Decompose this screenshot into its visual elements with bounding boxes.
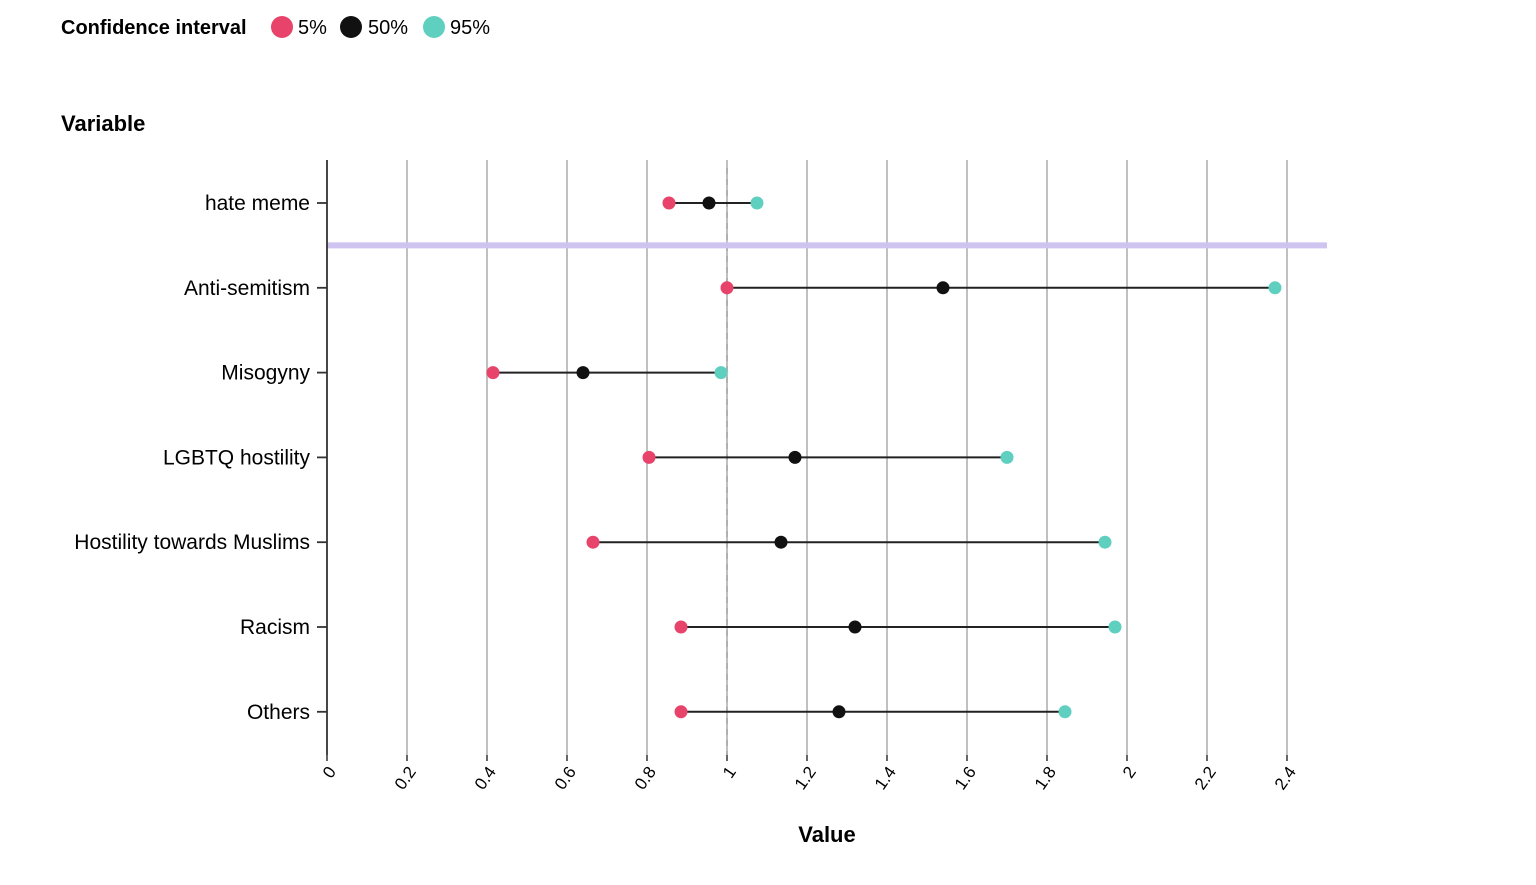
x-tick-label: 2.4 [1271, 763, 1300, 793]
category-label: Hostility towards Muslims [74, 531, 310, 554]
x-tick-label: 1.6 [951, 763, 980, 793]
point-5pct [662, 196, 676, 210]
x-axis-title: Value [798, 822, 855, 847]
point-95pct [1098, 535, 1112, 549]
category-label: Others [247, 701, 310, 724]
point-50pct [832, 705, 846, 719]
point-5pct [642, 450, 656, 464]
x-tick-label: 2.2 [1191, 763, 1220, 793]
x-tick-label: 1.8 [1031, 763, 1060, 793]
point-5pct [720, 281, 734, 295]
x-tick-label: 0 [319, 763, 340, 782]
intervals [493, 202, 1275, 713]
legend-swatch-5 [271, 16, 293, 38]
legend: Confidence interval 5% 50% 95% [61, 16, 490, 39]
x-tick-label: 1.2 [791, 763, 820, 793]
point-50pct [576, 366, 590, 380]
point-95pct [750, 196, 764, 210]
point-95pct [1000, 450, 1014, 464]
x-tick-label: 2 [1119, 763, 1140, 782]
category-label: LGBTQ hostility [163, 446, 311, 469]
y-axis-title: Variable [61, 111, 145, 136]
point-5pct [674, 705, 688, 719]
category-label: Misogyny [221, 362, 310, 385]
x-axis: 0 0.2 0.4 0.6 0.8 1 1.2 1.4 1.6 1.8 2 2.2 2.4 [319, 755, 1300, 793]
legend-swatch-50 [340, 16, 362, 38]
legend-swatch-95 [423, 16, 445, 38]
points [486, 196, 1282, 719]
x-tick-label: 0.8 [631, 763, 660, 793]
point-50pct [788, 450, 802, 464]
legend-label-5: 5% [298, 17, 327, 39]
legend-label-95: 95% [450, 17, 490, 39]
point-50pct [774, 535, 788, 549]
point-5pct [674, 620, 688, 634]
x-tick-label: 0.4 [471, 763, 500, 793]
y-axis: hate meme Anti-semitism Misogyny LGBTQ host… [74, 160, 328, 755]
legend-label-50: 50% [368, 17, 408, 39]
point-50pct [936, 281, 950, 295]
legend-title: Confidence interval [61, 17, 247, 39]
category-label: Racism [240, 616, 310, 639]
category-label: hate meme [205, 192, 310, 215]
x-tick-label: 0.2 [391, 763, 420, 793]
point-5pct [586, 535, 600, 549]
point-5pct [486, 366, 500, 380]
category-label: Anti-semitism [184, 277, 310, 300]
point-95pct [1268, 281, 1282, 295]
point-95pct [714, 366, 728, 380]
point-95pct [1058, 705, 1072, 719]
point-95pct [1108, 620, 1122, 634]
x-tick-label: 0.6 [551, 763, 580, 793]
x-tick-label: 1.4 [871, 763, 900, 793]
point-50pct [848, 620, 862, 634]
x-tick-label: 1 [719, 763, 740, 782]
point-50pct [702, 196, 716, 210]
